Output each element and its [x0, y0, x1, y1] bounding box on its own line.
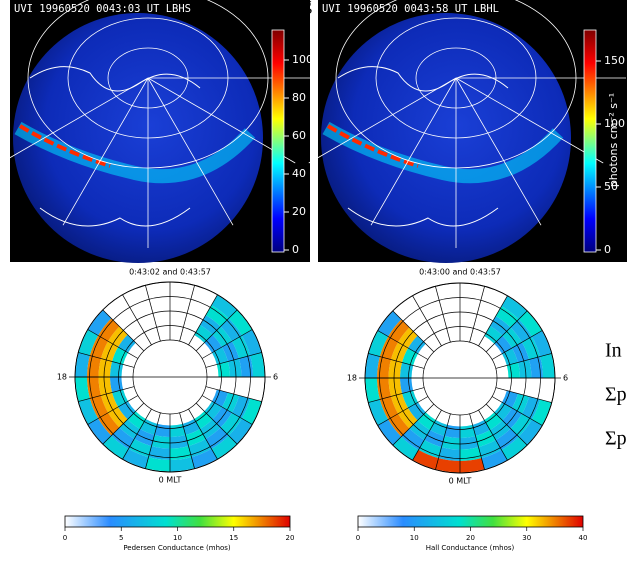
colorbar-tick-label: 0 — [292, 243, 299, 256]
colorbar — [65, 516, 290, 527]
mlt-label: 18 — [57, 373, 67, 382]
side-text: In — [605, 340, 622, 362]
side-text: Σp — [605, 428, 627, 450]
mlt-label: 0 MLT — [449, 477, 472, 486]
colorbar-tick-label: 0 — [63, 534, 67, 542]
panel-title: UVI 19960520 0043:58 UT LBHL — [322, 3, 499, 15]
mlt-spoke — [435, 286, 450, 342]
mlt-label: 6 — [563, 374, 568, 383]
colorbar-label: Hall Conductance (mhos) — [426, 544, 515, 552]
colorbar-label: photons cm⁻² s⁻¹ — [607, 93, 620, 187]
colorbar-tick-label: 5 — [119, 534, 123, 542]
mlt-label: 0 MLT — [159, 476, 182, 485]
colorbar — [584, 30, 596, 252]
colorbar-tick-label: 100 — [292, 53, 313, 66]
plot-title: 0:43:00 and 0:43:57 — [419, 268, 501, 277]
colorbar-tick-label: 40 — [579, 534, 588, 542]
colorbar-tick-label: 10 — [173, 534, 182, 542]
plot-title: 0:43:02 and 0:43:57 — [129, 268, 211, 277]
mlt-spoke — [145, 285, 160, 341]
colorbar — [358, 516, 583, 527]
mlt-spoke — [470, 286, 485, 342]
colorbar-label: Pedersen Conductance (mhos) — [123, 544, 231, 552]
colorbar-tick-label: 40 — [292, 167, 306, 180]
figure: gUVI 19960520 0043:03 UT LBHS02040608010… — [0, 0, 627, 563]
colorbar-tick-label: 20 — [292, 205, 306, 218]
colorbar-tick-label: 20 — [466, 534, 475, 542]
colorbar-tick-label: 10 — [410, 534, 419, 542]
colorbar-tick-label: 60 — [292, 129, 306, 142]
colorbar-tick-label: 0 — [356, 534, 360, 542]
colorbar-tick-label: 30 — [522, 534, 531, 542]
mlt-spoke — [180, 285, 195, 341]
mlt-label: 18 — [347, 374, 357, 383]
panel-title: UVI 19960520 0043:03 UT LBHS — [14, 3, 191, 15]
colorbar-tick-label: 15 — [229, 534, 238, 542]
colorbar-tick-label: 80 — [292, 91, 306, 104]
colorbar-tick-label: 0 — [604, 243, 611, 256]
page: gUVI 19960520 0043:03 UT LBHS02040608010… — [0, 0, 627, 563]
colorbar-tick-label: 150 — [604, 54, 625, 67]
side-text: Σp — [605, 384, 627, 406]
mlt-label: 6 — [273, 373, 278, 382]
colorbar-tick-label: 20 — [286, 534, 295, 542]
colorbar — [272, 30, 284, 252]
